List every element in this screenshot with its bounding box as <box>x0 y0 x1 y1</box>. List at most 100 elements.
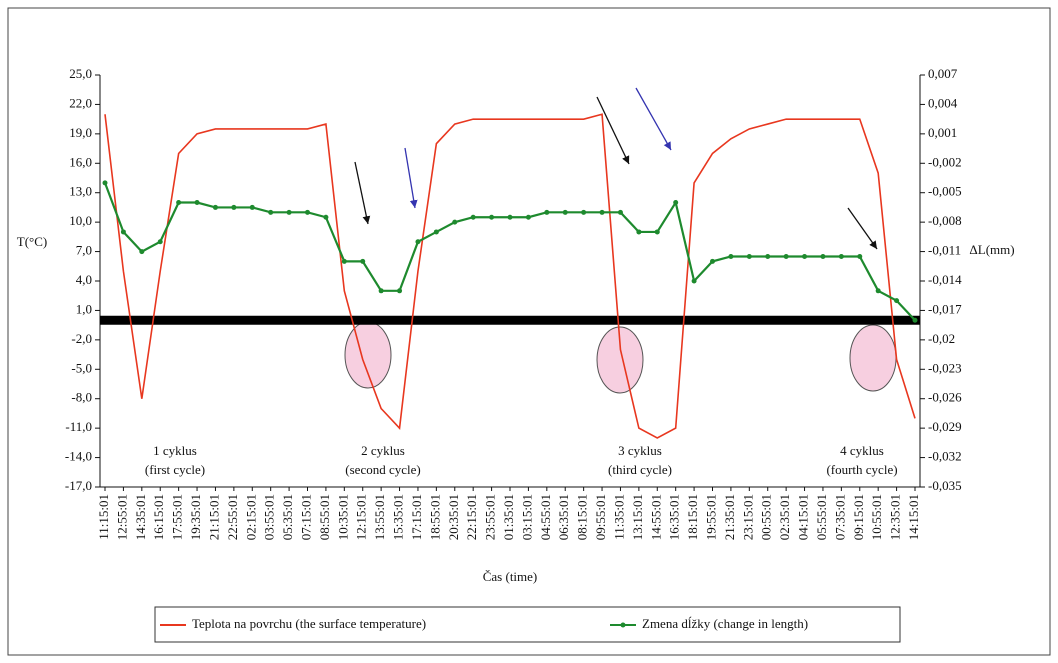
x-tick-label: 07:15:01 <box>298 494 313 540</box>
x-tick-label: 07:35:01 <box>832 494 847 540</box>
x-tick-label: 21:35:01 <box>722 494 737 540</box>
series-marker <box>857 253 863 259</box>
annotation: (fourth cycle) <box>826 462 897 477</box>
x-tick-label: 06:35:01 <box>556 494 571 540</box>
series-marker <box>691 278 697 284</box>
series-marker <box>489 214 495 220</box>
x-tick-label: 15:35:01 <box>391 494 406 540</box>
y-tick-label: 13,0 <box>69 184 92 199</box>
series-marker <box>323 214 329 220</box>
x-tick-label: 18:55:01 <box>427 494 442 540</box>
y2-tick-label: -0,026 <box>928 390 962 405</box>
annotation: 4 cyklus <box>840 443 884 458</box>
series-marker <box>894 298 900 304</box>
x-tick-label: 01:35:01 <box>501 494 516 540</box>
series-marker <box>765 253 771 259</box>
series-marker <box>636 229 642 235</box>
y-tick-label: -11,0 <box>65 419 92 434</box>
x-tick-label: 09:55:01 <box>593 494 608 540</box>
arrow <box>404 147 418 209</box>
series-marker <box>341 258 347 264</box>
y2-tick-label: -0,023 <box>928 360 962 375</box>
series-marker <box>654 229 660 235</box>
annotation: 3 cyklus <box>618 443 662 458</box>
y2-axis-label: ΔL(mm) <box>969 242 1014 257</box>
series-marker <box>433 229 439 235</box>
series-marker <box>397 288 403 294</box>
y-tick-label: 25,0 <box>69 66 92 81</box>
y2-tick-label: -0,035 <box>928 478 962 493</box>
x-tick-label: 05:55:01 <box>814 494 829 540</box>
y-tick-label: 10,0 <box>69 213 92 228</box>
x-tick-label: 02:35:01 <box>777 494 792 540</box>
arrow <box>596 96 630 165</box>
series-marker <box>581 209 587 215</box>
series-marker <box>562 209 568 215</box>
series-marker <box>452 219 458 225</box>
y-tick-label: 16,0 <box>69 154 92 169</box>
series-marker <box>912 317 918 323</box>
x-tick-label: 12:55:01 <box>114 494 129 540</box>
legend-marker <box>620 622 626 628</box>
series-marker <box>305 209 310 215</box>
series-marker <box>746 253 752 259</box>
y2-tick-label: -0,014 <box>928 272 962 287</box>
x-tick-label: 13:55:01 <box>372 494 387 540</box>
annotation: 1 cyklus <box>153 443 197 458</box>
x-tick-label: 10:35:01 <box>335 494 350 540</box>
x-tick-label: 11:15:01 <box>96 494 111 540</box>
series-marker <box>544 209 550 215</box>
y-tick-label: 7,0 <box>76 243 92 258</box>
x-tick-label: 22:15:01 <box>464 494 479 540</box>
y2-tick-label: -0,008 <box>928 213 962 228</box>
x-tick-label: 05:35:01 <box>280 494 295 540</box>
annotation: (second cycle) <box>345 462 420 477</box>
annotation: (first cycle) <box>145 462 205 477</box>
x-tick-label: 10:55:01 <box>869 494 884 540</box>
y2-tick-label: -0,032 <box>928 449 962 464</box>
legend-label: Zmena dĺžky (change in length) <box>642 616 808 631</box>
series-marker <box>212 204 218 210</box>
series-marker <box>783 253 789 259</box>
y-tick-label: 1,0 <box>76 301 92 316</box>
series-line <box>104 113 916 439</box>
y-tick-label: -2,0 <box>71 331 92 346</box>
y-tick-label: 22,0 <box>69 95 92 110</box>
y-tick-label: -8,0 <box>71 390 92 405</box>
x-tick-label: 08:55:01 <box>317 494 332 540</box>
series-marker <box>875 288 881 294</box>
x-tick-label: 03:55:01 <box>262 494 277 540</box>
series-marker <box>249 204 255 210</box>
y-tick-label: 19,0 <box>69 125 92 140</box>
annotation: 2 cyklus <box>361 443 405 458</box>
series-marker <box>838 253 844 259</box>
series-marker <box>820 253 826 259</box>
x-tick-label: 03:15:01 <box>519 494 534 540</box>
y-tick-label: -14,0 <box>65 449 92 464</box>
y2-tick-label: -0,011 <box>928 243 961 258</box>
series-marker <box>470 214 476 220</box>
series-marker <box>617 209 623 215</box>
legend-label: Teplota na povrchu (the surface temperat… <box>192 616 426 631</box>
series-marker <box>673 200 679 206</box>
y2-tick-label: -0,017 <box>928 301 962 316</box>
x-tick-label: 14:55:01 <box>648 494 663 540</box>
series-marker <box>120 229 126 235</box>
series-marker <box>268 209 274 215</box>
arrow <box>847 207 878 250</box>
x-tick-label: 19:55:01 <box>703 494 718 540</box>
y2-tick-label: -0,002 <box>928 154 962 169</box>
series-marker <box>507 214 513 220</box>
series-marker <box>194 200 200 206</box>
y2-tick-label: 0,004 <box>928 95 958 110</box>
x-tick-label: 09:15:01 <box>851 494 866 540</box>
x-tick-label: 18:15:01 <box>685 494 700 540</box>
x-tick-label: 12:15:01 <box>354 494 369 540</box>
series-marker <box>525 214 531 220</box>
y2-tick-label: -0,005 <box>928 184 962 199</box>
x-tick-label: 14:15:01 <box>906 494 921 540</box>
annotation: (third cycle) <box>608 462 672 477</box>
x-tick-label: 16:35:01 <box>667 494 682 540</box>
arrow <box>635 87 672 151</box>
x-tick-label: 13:15:01 <box>630 494 645 540</box>
